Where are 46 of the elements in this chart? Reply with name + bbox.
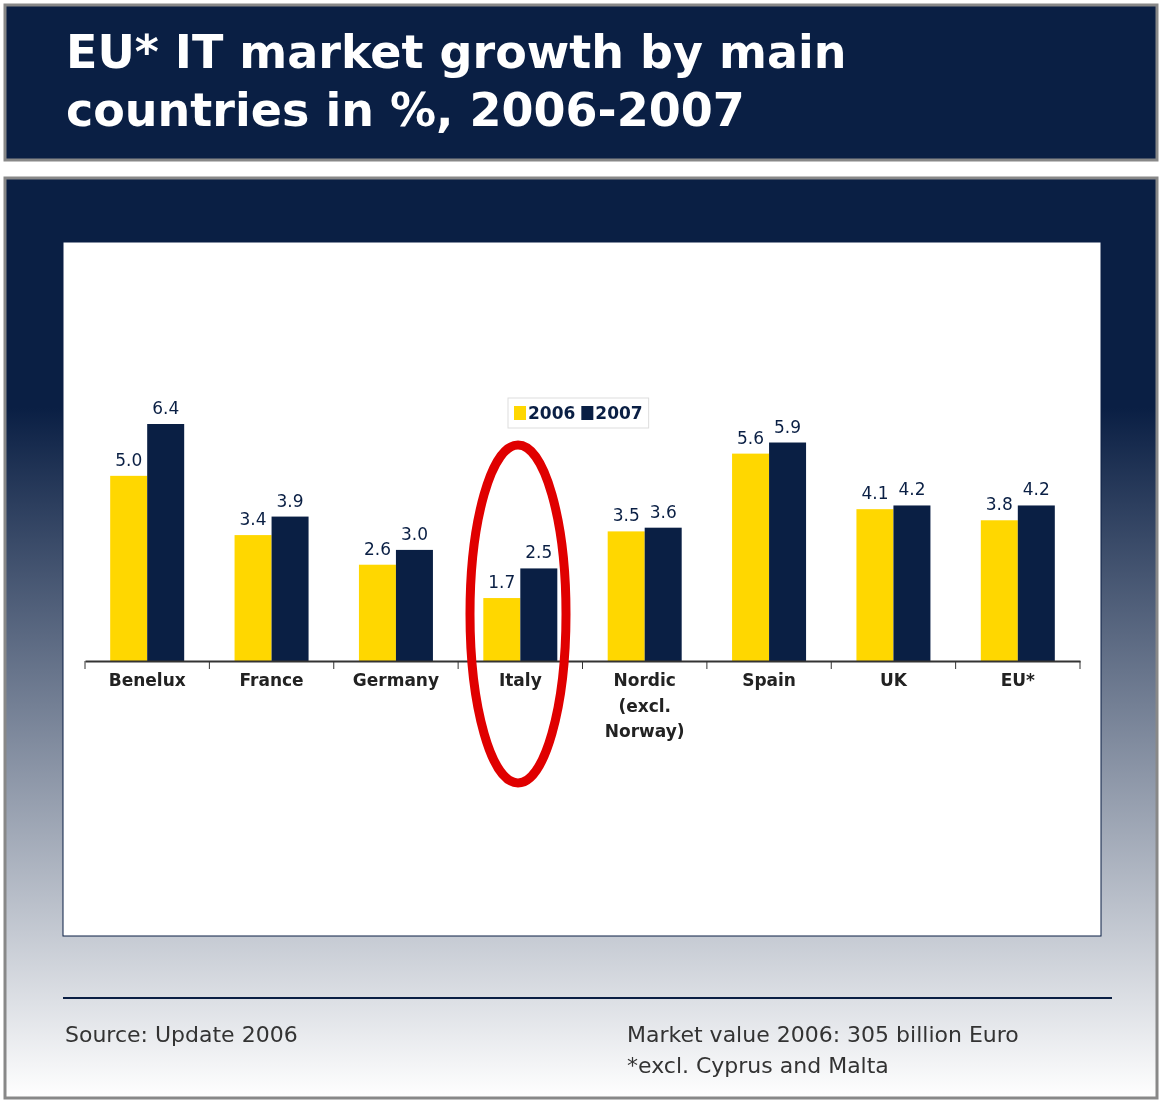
bar (732, 453, 770, 661)
data-label: 3.8 (985, 494, 1013, 515)
data-label: 3.4 (239, 509, 267, 530)
text: *excl. Cyprus and Malta (627, 1053, 889, 1078)
source-note: Source: Update 2006 (65, 1022, 298, 1047)
data-label: 5.6 (737, 427, 765, 448)
bar (520, 568, 558, 661)
x-tick-label: EU* (1000, 670, 1036, 691)
data-label: 2.6 (363, 538, 391, 559)
x-tick-label: Italy (498, 670, 542, 691)
data-label: 2.5 (525, 542, 553, 563)
bar (644, 527, 682, 661)
bar (483, 598, 521, 661)
legend-label: 2007 (595, 403, 643, 423)
bar (110, 475, 148, 661)
data-label: 3.5 (612, 505, 640, 526)
data-label: 4.2 (1022, 479, 1050, 500)
chart-title: EU* IT market growth by main countries in %, 2006-2007 (66, 25, 847, 137)
x-tick-label: UK (879, 670, 908, 691)
bar (893, 505, 931, 661)
data-label: 4.1 (861, 483, 889, 504)
bar (607, 531, 645, 661)
data-label: 3.0 (400, 523, 428, 544)
x-tick-label: France (239, 670, 304, 691)
data-label: 6.4 (152, 398, 180, 418)
data-label: 1.7 (488, 572, 516, 593)
x-tick-label: Benelux (108, 670, 186, 691)
bar (271, 516, 309, 661)
data-label: 5.9 (774, 416, 802, 437)
data-label: 3.9 (276, 490, 304, 511)
bar (980, 520, 1018, 661)
data-label: 4.2 (898, 479, 926, 500)
text: Market value 2006: 305 billion Euro (627, 1022, 1019, 1047)
bar (769, 442, 807, 661)
x-tick-label: Spain (742, 670, 796, 691)
x-tick-label: Nordic (excl. Norway) (604, 670, 685, 742)
bar (147, 424, 185, 661)
bar (234, 535, 272, 661)
bar (358, 564, 396, 661)
bar (395, 549, 433, 661)
data-label: 3.6 (649, 501, 677, 522)
legend-label: 2006 (528, 403, 576, 423)
data-label: 5.0 (115, 449, 143, 470)
x-tick-label: Germany (352, 670, 440, 691)
bar (1017, 505, 1055, 661)
bar (856, 509, 894, 661)
